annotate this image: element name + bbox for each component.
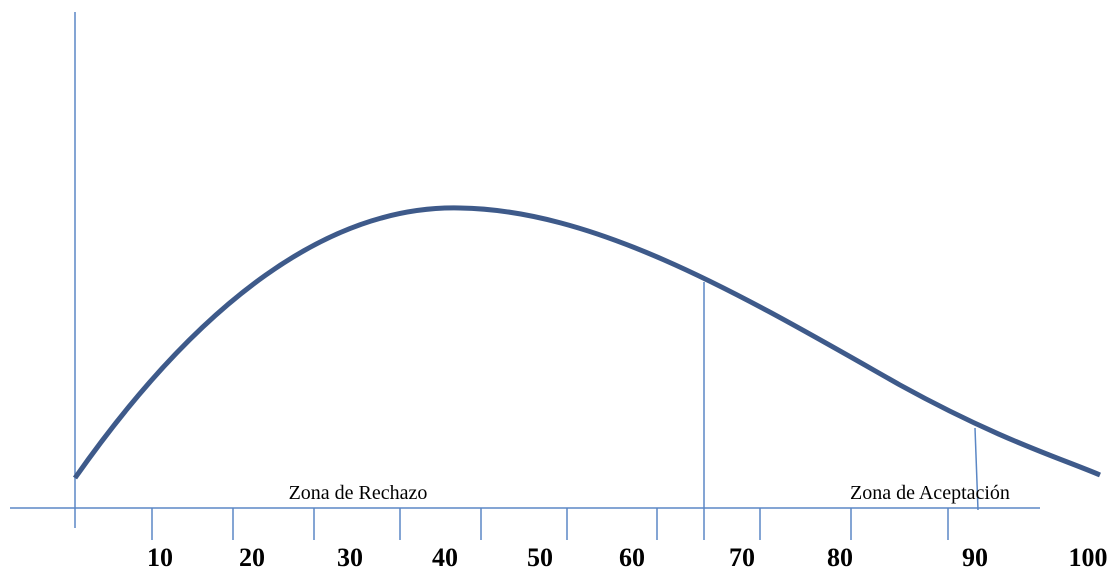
acceptance-zone: Zona de Aceptación (850, 482, 1010, 504)
axis-label: 30 (337, 543, 363, 572)
axis-label: 90 (962, 543, 988, 572)
axis-label: 80 (827, 543, 853, 572)
axis-label: 100 (1069, 543, 1108, 572)
curve (72, 205, 1101, 480)
axis-label: 60 (619, 543, 645, 572)
curve-tick (1047, 452, 1061, 461)
axis-label: 10 (147, 543, 173, 572)
axis-label: 70 (729, 543, 755, 572)
axis-label: 20 (239, 543, 265, 572)
axis-label: 50 (527, 543, 553, 572)
axis-label: 40 (432, 543, 458, 572)
marker-line (974, 427, 979, 511)
rejection-zone: Zona de Rechazo (289, 482, 428, 504)
